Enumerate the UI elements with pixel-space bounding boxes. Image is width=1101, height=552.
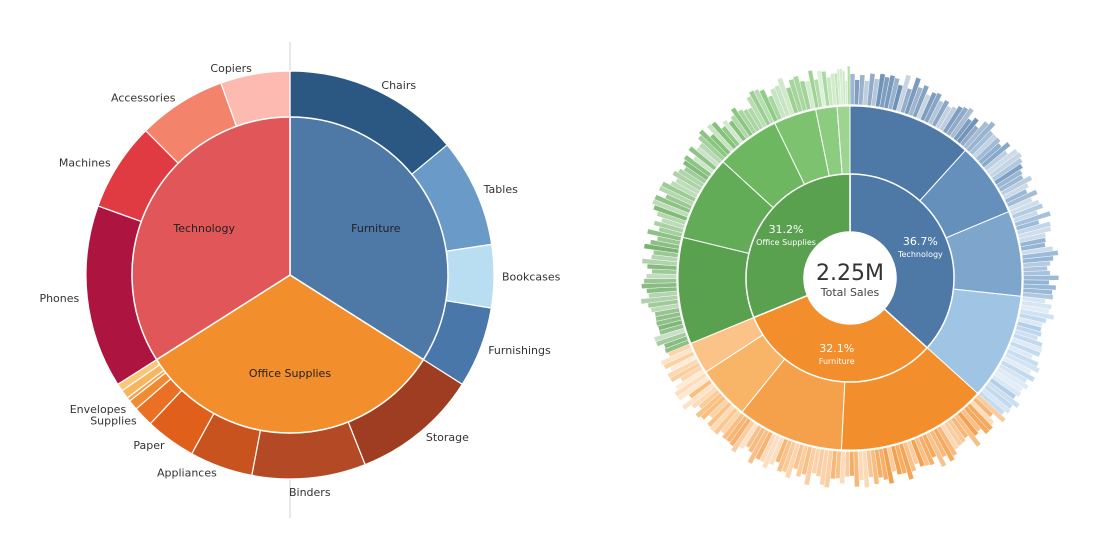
center-hole (804, 232, 896, 324)
inner-slice-office-supplies[interactable] (155, 274, 425, 434)
total-sales-value: 2.25M (816, 261, 884, 286)
category-label-office-supplies: Office Supplies (756, 238, 816, 247)
outer-label-paper: Paper (133, 439, 165, 452)
outer-label-tables: Tables (483, 183, 518, 196)
inner-segment-furniture[interactable] (752, 294, 929, 383)
outer-strand-technology-2-15[interactable] (1023, 270, 1051, 276)
outer-label-supplies: Supplies (90, 415, 137, 428)
inner-segment-technology[interactable] (849, 173, 955, 349)
outer-label-binders: Binders (289, 486, 331, 499)
total-sales-label: Total Sales (820, 286, 880, 299)
pct-label-furniture: 32.1% (819, 342, 854, 355)
outer-strand-office-supplies-8-15[interactable] (643, 278, 677, 284)
outer-slice-bookcases[interactable] (445, 243, 495, 309)
inner-slice-technology[interactable] (131, 116, 291, 361)
outer-label-chairs: Chairs (381, 79, 416, 92)
inner-label-furniture: Furniture (351, 222, 401, 235)
category-label-furniture: Furniture (819, 357, 855, 366)
outer-label-machines: Machines (59, 156, 111, 169)
pct-label-technology: 36.7% (903, 235, 938, 248)
inner-label-office-supplies: Office Supplies (249, 367, 331, 380)
pct-label-office-supplies: 31.2% (769, 223, 804, 236)
outer-label-appliances: Appliances (157, 467, 217, 480)
outer-strand-furniture-4-34[interactable] (849, 451, 855, 477)
sales-sunburst-chart: 36.7% Technology 32.1% Furniture 31.2% Office… (640, 65, 1059, 488)
outer-label-envelopes: Envelopes (70, 403, 127, 416)
inner-slice-furniture[interactable] (289, 116, 449, 361)
category-label-technology: Technology (897, 250, 943, 259)
outer-label-storage: Storage (426, 431, 469, 444)
outer-strand-technology-2-16[interactable] (1023, 275, 1059, 281)
outer-label-accessories: Accessories (111, 92, 176, 105)
outer-label-phones: Phones (39, 292, 79, 305)
outer-strand-office-supplies-13-5[interactable] (847, 65, 851, 105)
outer-label-furnishings: Furnishings (488, 344, 551, 357)
outer-label-bookcases: Bookcases (502, 270, 561, 283)
category-donut-chart: Chairs Tables Bookcases Furnishings Storage B… (39, 42, 561, 518)
inner-label-technology: Technology (172, 222, 235, 235)
outer-label-copiers: Copiers (210, 62, 252, 75)
